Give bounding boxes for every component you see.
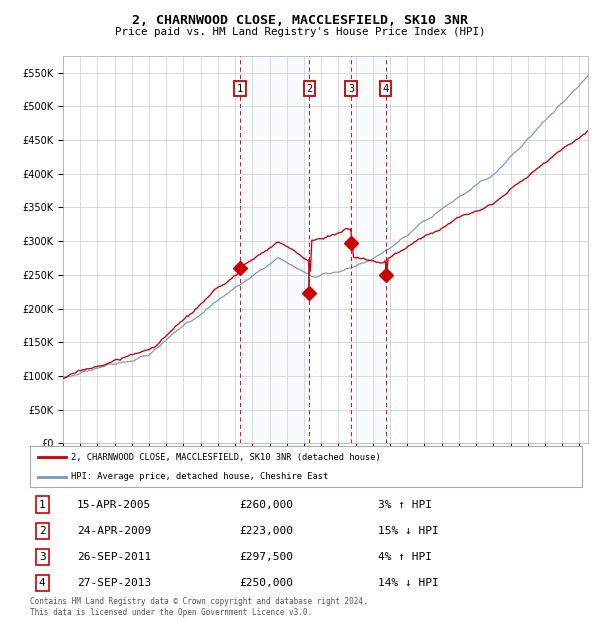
- Text: HPI: Average price, detached house, Cheshire East: HPI: Average price, detached house, Ches…: [71, 472, 329, 481]
- Bar: [351, 56, 386, 443]
- Text: 1: 1: [39, 500, 46, 510]
- Text: £250,000: £250,000: [240, 578, 294, 588]
- Text: 14% ↓ HPI: 14% ↓ HPI: [378, 578, 439, 588]
- Text: 15% ↓ HPI: 15% ↓ HPI: [378, 526, 439, 536]
- Text: 4: 4: [382, 84, 389, 94]
- Text: 3: 3: [348, 84, 354, 94]
- Text: 1: 1: [237, 84, 243, 94]
- Text: 26-SEP-2011: 26-SEP-2011: [77, 552, 151, 562]
- Text: 3: 3: [39, 552, 46, 562]
- Text: £260,000: £260,000: [240, 500, 294, 510]
- Text: 2, CHARNWOOD CLOSE, MACCLESFIELD, SK10 3NR (detached house): 2, CHARNWOOD CLOSE, MACCLESFIELD, SK10 3…: [71, 453, 381, 462]
- Text: 27-SEP-2013: 27-SEP-2013: [77, 578, 151, 588]
- Bar: [240, 56, 310, 443]
- Text: 4: 4: [39, 578, 46, 588]
- Text: 24-APR-2009: 24-APR-2009: [77, 526, 151, 536]
- Text: Contains HM Land Registry data © Crown copyright and database right 2024.
This d: Contains HM Land Registry data © Crown c…: [30, 598, 368, 617]
- Text: 2: 2: [39, 526, 46, 536]
- Text: £223,000: £223,000: [240, 526, 294, 536]
- Text: 2, CHARNWOOD CLOSE, MACCLESFIELD, SK10 3NR: 2, CHARNWOOD CLOSE, MACCLESFIELD, SK10 3…: [132, 14, 468, 27]
- Text: 3% ↑ HPI: 3% ↑ HPI: [378, 500, 432, 510]
- Text: 2: 2: [307, 84, 313, 94]
- Text: 4% ↑ HPI: 4% ↑ HPI: [378, 552, 432, 562]
- Text: £297,500: £297,500: [240, 552, 294, 562]
- Text: Price paid vs. HM Land Registry's House Price Index (HPI): Price paid vs. HM Land Registry's House …: [115, 27, 485, 37]
- Text: 15-APR-2005: 15-APR-2005: [77, 500, 151, 510]
